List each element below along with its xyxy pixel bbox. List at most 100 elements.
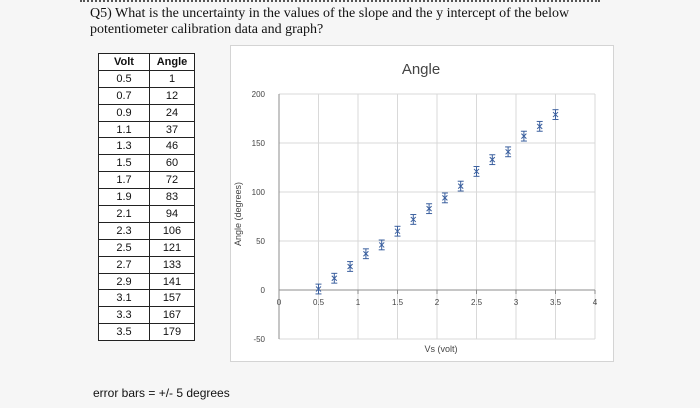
angle-cell: 167: [149, 306, 195, 325]
volt-cell: 2.7: [98, 255, 150, 274]
y-tick-label: 0: [261, 286, 266, 295]
x-tick-label: 4: [593, 298, 598, 307]
table-row: 0.5 1: [98, 69, 195, 88]
y-axis-label: Angle (degrees): [233, 182, 243, 246]
table-row: 2.9 141: [98, 272, 195, 291]
table-row: 2.1 94: [98, 205, 195, 223]
data-point: [473, 166, 480, 177]
angle-cell: 141: [149, 272, 195, 291]
table-row: 0.7 12: [98, 86, 195, 105]
y-tick-label: 200: [252, 90, 266, 99]
angle-cell: 133: [149, 255, 195, 274]
volt-cell: 0.7: [98, 86, 150, 105]
table-row: 2.7 133: [98, 255, 195, 274]
table-row: 2.3 106: [98, 221, 195, 240]
data-point: [552, 109, 559, 120]
angle-cell: 24: [149, 103, 195, 122]
data-point: [457, 180, 464, 192]
angle-cell: 72: [149, 171, 195, 190]
top-dotted-border: [80, 0, 600, 5]
data-point: [489, 154, 496, 166]
x-marker-stroke: [347, 263, 353, 270]
table-row: 1.3 46: [98, 137, 195, 156]
table-row: 1.5 60: [98, 154, 195, 173]
x-marker-stroke: [442, 195, 448, 201]
x-axis-label: Vs (volt): [424, 344, 457, 354]
x-marker-stroke: [552, 111, 559, 118]
angle-cell: 179: [149, 323, 195, 342]
x-marker-stroke: [489, 156, 496, 163]
data-point: [520, 130, 527, 142]
data-point: [347, 261, 354, 272]
table-row: 3.5 179: [98, 323, 195, 342]
table-row: 3.1 157: [98, 289, 195, 308]
y-tick-label: -50: [253, 335, 265, 344]
x-tick-label: 3: [514, 298, 519, 307]
data-point: [441, 192, 448, 204]
data-point: [394, 225, 401, 237]
volt-cell: 1.7: [98, 171, 150, 190]
volt-cell: 2.1: [98, 205, 150, 223]
calibration-table: Volt Angle 0.5 1 0.7 12 0.9 24 1.1 37 1.3 46 1.5 60…: [98, 53, 195, 342]
table-row: 1.1 37: [98, 120, 195, 139]
volt-cell: 3.5: [98, 323, 150, 342]
x-marker-stroke: [505, 148, 511, 155]
y-tick-label: 150: [252, 139, 266, 148]
data-points: [315, 109, 559, 295]
angle-cell: 37: [149, 120, 195, 139]
x-marker-stroke: [394, 228, 401, 235]
table-body: 0.5 1 0.7 12 0.9 24 1.1 37 1.3 46 1.5 60 1.7 72 1.9 83 2…: [98, 69, 195, 342]
data-point: [378, 239, 385, 251]
header-angle: Angle: [149, 53, 195, 71]
angle-cell: 94: [149, 205, 195, 223]
x-tick-label: 3.5: [550, 298, 562, 307]
question-text: Q5) What is the uncertainty in the value…: [90, 6, 570, 37]
data-point: [426, 203, 433, 215]
angle-cell: 157: [149, 289, 195, 308]
table-row: 2.5 121: [98, 238, 195, 257]
data-point: [331, 272, 338, 284]
angle-cell: 60: [149, 154, 195, 173]
volt-cell: 0.5: [98, 69, 150, 88]
volt-cell: 3.3: [98, 306, 150, 325]
x-tick-label: 0.5: [313, 298, 325, 307]
table-row: 3.3 167: [98, 306, 195, 325]
volt-cell: 0.9: [98, 103, 150, 122]
volt-cell: 1.1: [98, 120, 150, 139]
x-marker-stroke: [473, 168, 480, 175]
data-point: [505, 146, 512, 158]
volt-cell: 2.9: [98, 272, 150, 291]
x-tick-label: 2: [435, 298, 440, 307]
x-marker-stroke: [363, 250, 369, 257]
table-row: 1.9 83: [98, 188, 195, 207]
data-point: [410, 214, 417, 225]
angle-cell: 106: [149, 221, 195, 240]
data-point: [315, 283, 322, 295]
x-marker-stroke: [521, 133, 527, 139]
angle-cell: 12: [149, 86, 195, 105]
x-marker-stroke: [457, 183, 464, 189]
x-tick-label: 2.5: [471, 298, 483, 307]
header-volt: Volt: [98, 53, 150, 71]
y-tick-label: 100: [252, 188, 266, 197]
volt-cell: 2.3: [98, 221, 150, 240]
error-bar-note: error bars = +/- 5 degrees: [93, 386, 230, 400]
x-marker-stroke: [315, 286, 322, 292]
x-tick-label: 1.5: [392, 298, 404, 307]
x-marker-stroke: [410, 216, 417, 223]
data-table-container: Volt Angle 0.5 1 0.7 12 0.9 24 1.1 37 1.3 46 1.5 60…: [98, 53, 195, 342]
angle-cell: 46: [149, 137, 195, 156]
volt-cell: 3.1: [98, 289, 150, 308]
x-marker-stroke: [426, 205, 432, 212]
angle-cell: 83: [149, 188, 195, 207]
volt-cell: 1.9: [98, 188, 150, 207]
angle-cell: 121: [149, 238, 195, 257]
x-tick-label: 1: [356, 298, 361, 307]
angle-cell: 1: [149, 69, 195, 88]
x-marker-stroke: [536, 123, 543, 130]
x-marker-stroke: [331, 275, 338, 282]
data-point: [362, 248, 369, 260]
